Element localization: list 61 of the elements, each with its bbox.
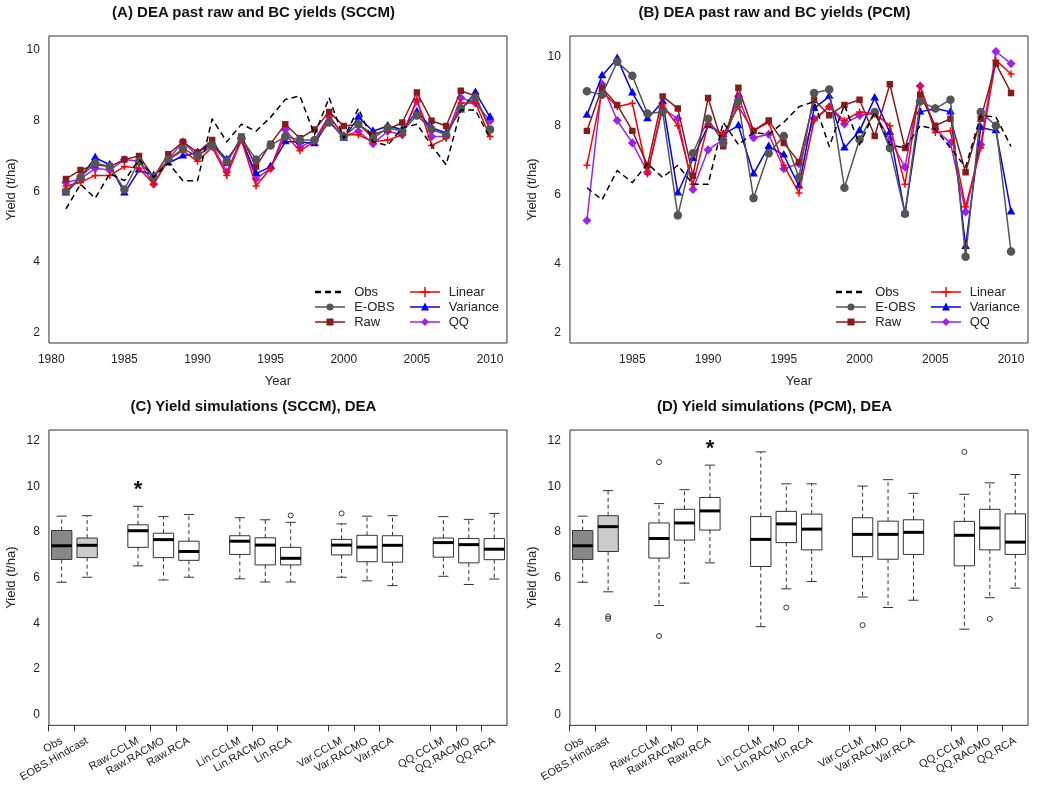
legend-label: Obs bbox=[354, 284, 379, 299]
y-tick-label: 2 bbox=[554, 324, 562, 339]
annotation: * bbox=[133, 475, 143, 501]
x-tick-label: 1980 bbox=[37, 351, 65, 366]
y-axis-title: Yield (t/ha) bbox=[3, 158, 19, 221]
legend-label: QQ bbox=[448, 314, 469, 329]
x-tick-label: 2005 bbox=[403, 351, 431, 366]
legend-label: Obs bbox=[875, 284, 900, 299]
y-tick-label: 10 bbox=[26, 478, 41, 493]
x-tick-label: 2010 bbox=[997, 351, 1025, 366]
y-tick-label: 12 bbox=[547, 432, 562, 447]
y-tick-label: 6 bbox=[554, 569, 562, 584]
x-tick-label: 1985 bbox=[111, 351, 139, 366]
x-tick-label: 2000 bbox=[846, 351, 874, 366]
x-tick-label: 2005 bbox=[921, 351, 949, 366]
legend-label: E-OBS bbox=[875, 299, 916, 314]
y-tick-label: 4 bbox=[554, 615, 562, 630]
y-tick-label: 8 bbox=[554, 118, 562, 132]
y-axis-title: Yield (t/ha) bbox=[524, 158, 540, 221]
y-axis-title: Yield (t/ha) bbox=[3, 545, 19, 609]
legend-label: QQ bbox=[969, 314, 990, 329]
y-tick-label: 8 bbox=[33, 113, 41, 127]
legend-label: Variance bbox=[448, 299, 499, 314]
legend-label: E-OBS bbox=[354, 299, 395, 314]
x-axis-title: Year bbox=[264, 372, 292, 388]
y-tick-label: 6 bbox=[33, 183, 41, 198]
y-tick-label: 2 bbox=[554, 660, 562, 675]
x-tick-label: 1995 bbox=[257, 351, 285, 366]
legend-label: Raw bbox=[875, 314, 902, 329]
y-tick-label: 0 bbox=[33, 706, 41, 721]
y-tick-label: 12 bbox=[26, 432, 41, 447]
y-tick-label: 8 bbox=[554, 523, 562, 538]
chart-title: (C) Yield simulations (SCCM), DEA bbox=[130, 396, 377, 414]
y-tick-label: 6 bbox=[554, 186, 562, 201]
y-tick-label: 0 bbox=[554, 706, 562, 721]
x-tick-label: 1990 bbox=[694, 351, 722, 366]
x-axis-title: Year bbox=[785, 372, 813, 388]
x-tick-label: 1985 bbox=[619, 351, 647, 366]
legend-label: Variance bbox=[969, 299, 1020, 314]
x-tick-label: 1995 bbox=[770, 351, 798, 366]
x-tick-label: 2010 bbox=[476, 351, 504, 366]
chart-title: (A) DEA past raw and BC yields (SCCM) bbox=[112, 3, 395, 21]
y-tick-label: 4 bbox=[33, 254, 41, 269]
legend-label: Linear bbox=[448, 284, 485, 299]
y-tick-label: 10 bbox=[547, 49, 562, 64]
x-tick-label: 1990 bbox=[184, 351, 212, 366]
legend-label: Raw bbox=[354, 314, 381, 329]
y-tick-label: 2 bbox=[33, 660, 41, 675]
chart-title: (D) Yield simulations (PCM), DEA bbox=[656, 396, 893, 414]
y-tick-label: 4 bbox=[554, 255, 562, 270]
y-axis-title: Yield (t/ha) bbox=[524, 545, 540, 609]
y-tick-label: 4 bbox=[33, 615, 41, 630]
annotation: * bbox=[705, 434, 715, 460]
y-tick-label: 8 bbox=[33, 523, 41, 538]
y-tick-label: 10 bbox=[26, 42, 41, 57]
y-tick-label: 2 bbox=[33, 324, 41, 339]
chart-title: (B) DEA past raw and BC yields (PCM) bbox=[638, 3, 911, 21]
y-tick-label: 6 bbox=[33, 569, 41, 584]
legend-label: Linear bbox=[969, 284, 1006, 299]
y-tick-label: 10 bbox=[547, 478, 562, 493]
x-tick-label: 2000 bbox=[330, 351, 358, 366]
